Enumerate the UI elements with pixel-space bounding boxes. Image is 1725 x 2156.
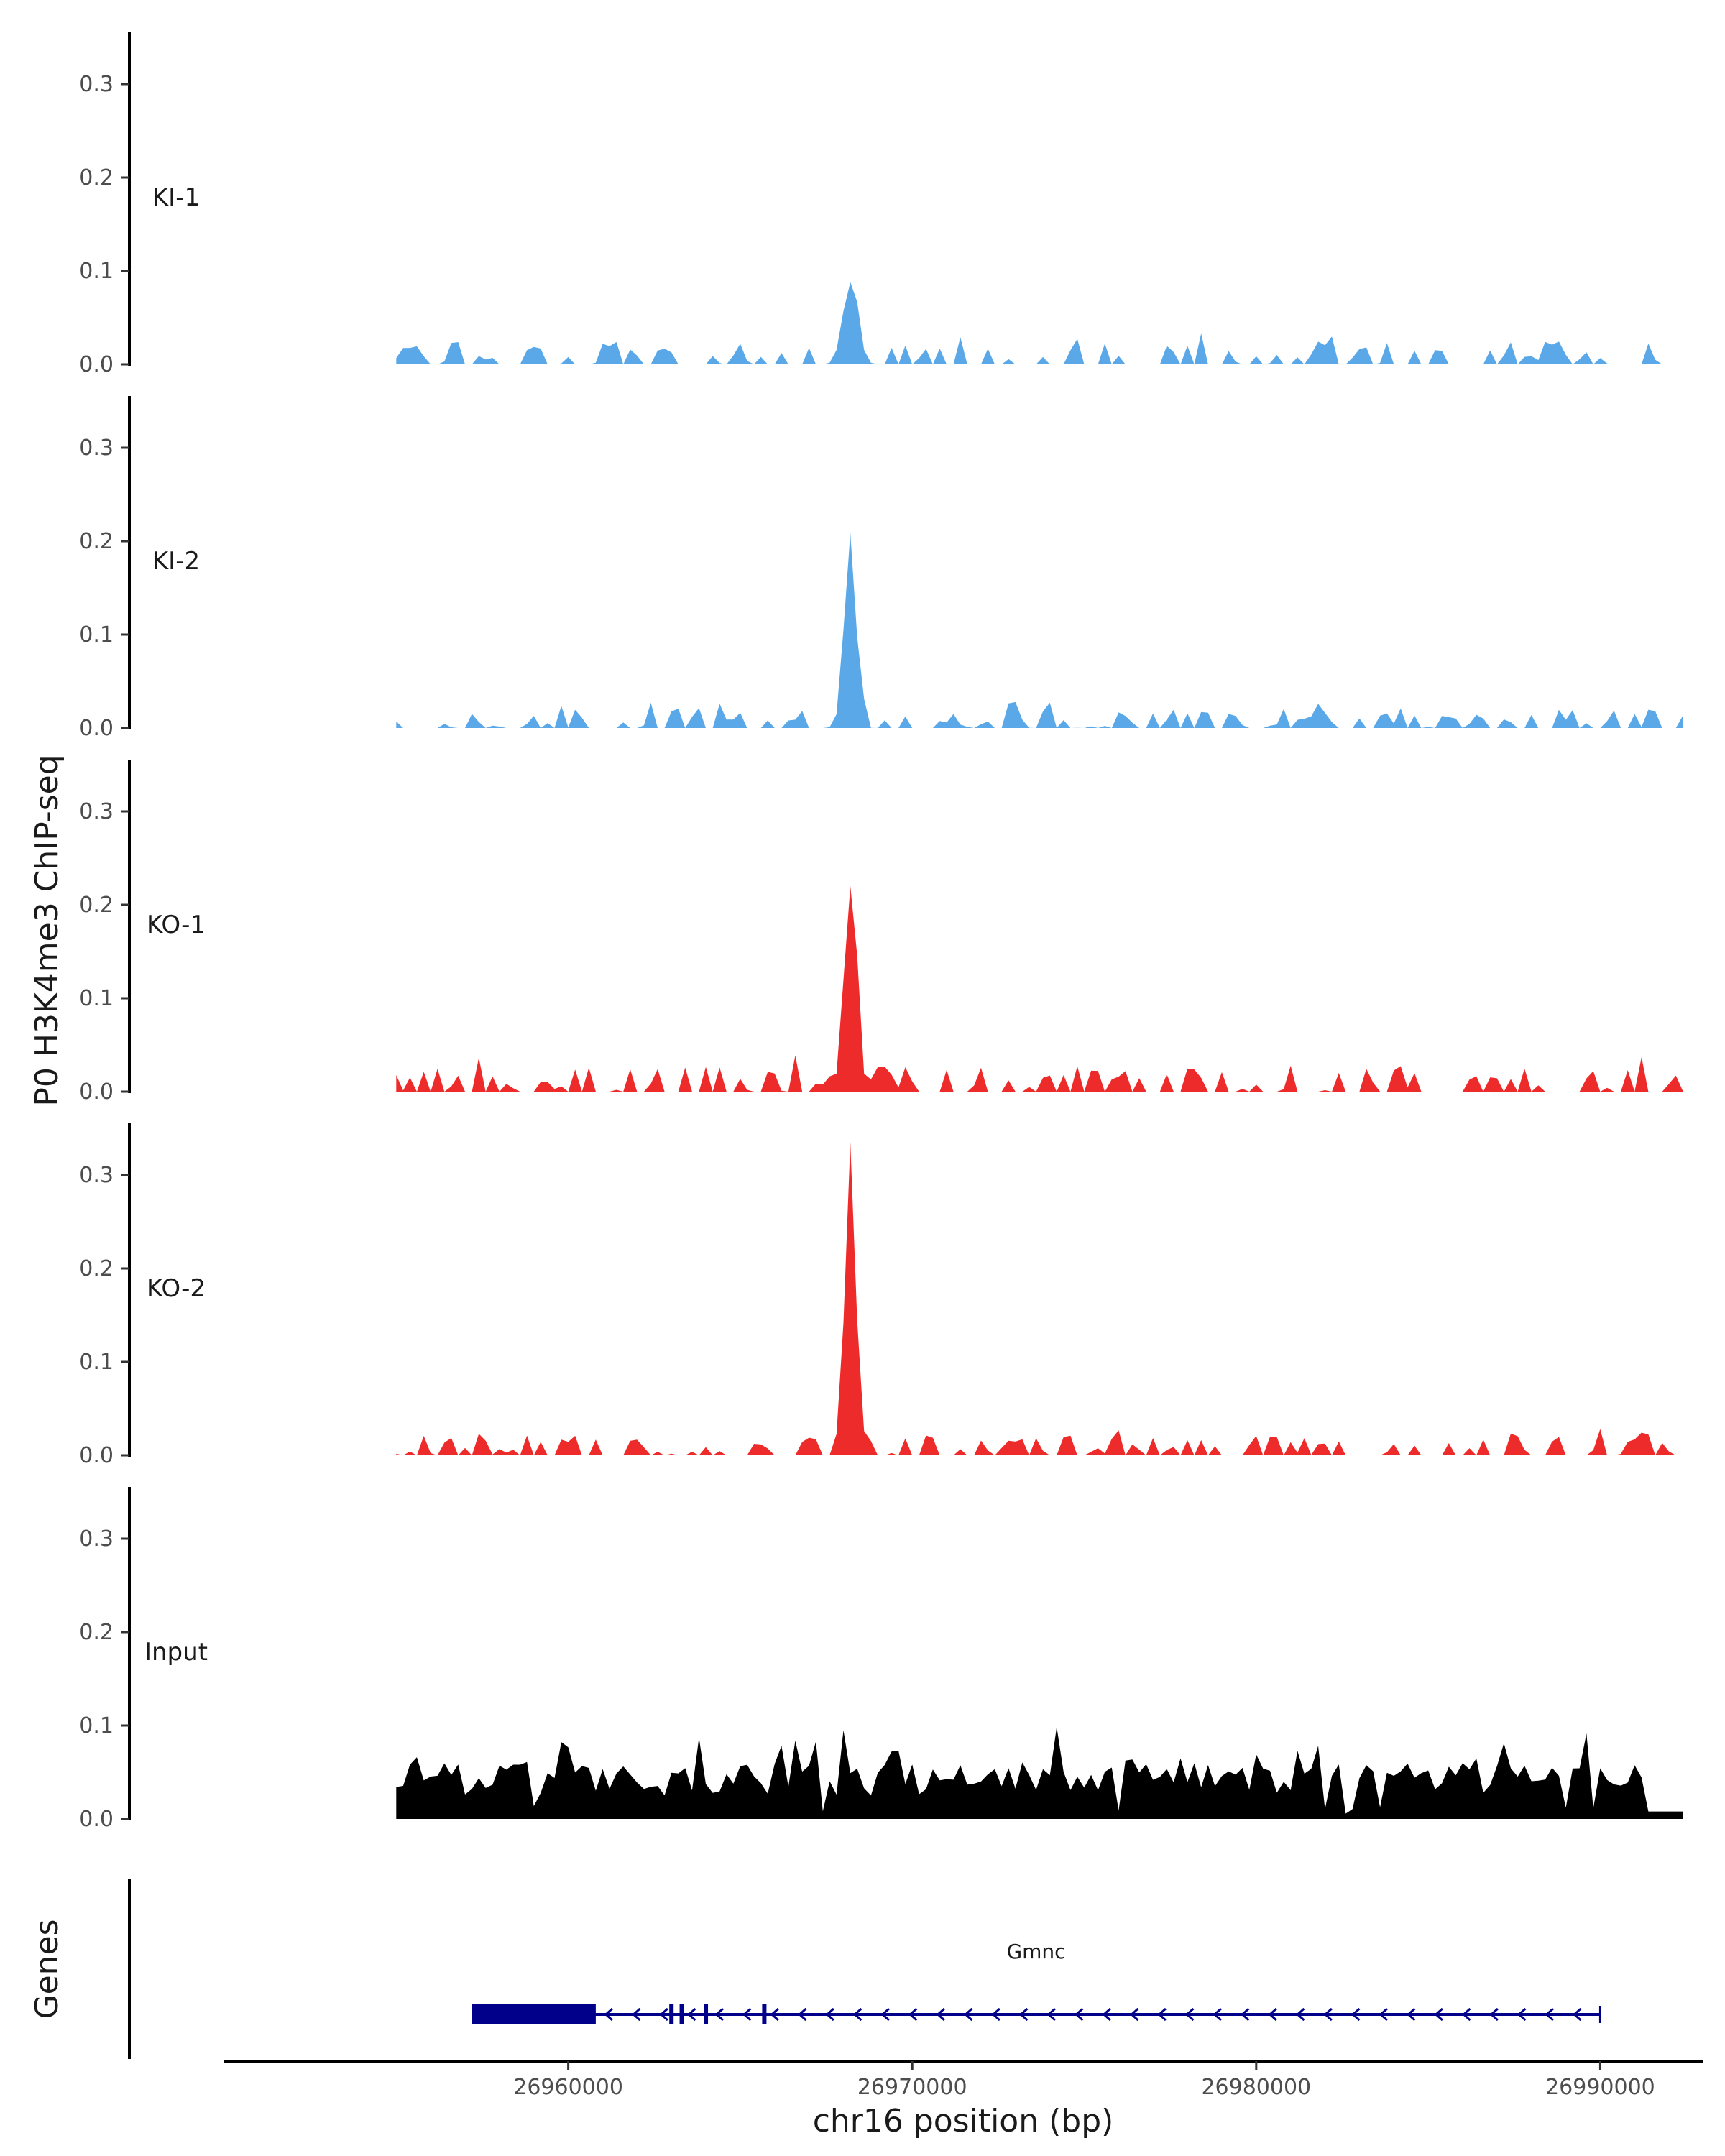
strand-arrow-icon <box>714 2007 724 2022</box>
track-label: KI-2 <box>152 547 200 576</box>
signal-area-ki-1 <box>396 282 1683 364</box>
strand-arrow-icon <box>604 2007 613 2022</box>
strand-arrow-icon <box>1102 2007 1111 2022</box>
track-label: KI-1 <box>152 183 200 212</box>
track-label: KO-2 <box>147 1274 206 1303</box>
y-tick-label: 0.2 <box>79 165 114 190</box>
strand-arrow-icon <box>1019 2007 1029 2022</box>
track-panels: 0.00.10.20.3KI-10.00.10.20.3KI-20.00.10.… <box>79 32 1683 1832</box>
track-label: Input <box>144 1638 208 1667</box>
strand-arrow-icon <box>1075 2007 1084 2022</box>
signal-area-ko-1 <box>396 886 1683 1092</box>
strand-arrow-icon <box>853 2007 862 2022</box>
y-tick-label: 0.0 <box>79 716 114 741</box>
track-input: 0.0 0.1 0.2 0.3 Input <box>79 1487 1683 1832</box>
strand-arrow-icon <box>1296 2007 1305 2022</box>
strand-arrow-icon <box>659 2007 668 2022</box>
track-ko-2: 0.0 0.1 0.2 0.3 KO-2 <box>79 1123 1683 1468</box>
x-axis-title: chr16 position (bp) <box>813 2103 1114 2139</box>
y-tick-label: 0.2 <box>79 1620 114 1645</box>
track-ki-2: 0.0 0.1 0.2 0.3 KI-2 <box>79 396 1683 741</box>
x-tick-label: 26960000 <box>513 2075 623 2100</box>
genes-axis-title: Genes <box>29 1919 65 2019</box>
strand-arrow-icon <box>1407 2007 1416 2022</box>
track-ko-1: 0.0 0.1 0.2 0.3 KO-1 <box>79 760 1683 1105</box>
y-tick-label: 0.3 <box>79 799 114 824</box>
y-tick-label: 0.3 <box>79 72 114 97</box>
track-ki-1: 0.0 0.1 0.2 0.3 KI-1 <box>79 32 1683 377</box>
genes-panel: Genes Gmnc <box>29 1879 1601 2059</box>
strand-arrow-icon <box>1462 2007 1471 2022</box>
y-tick-label: 0.0 <box>79 1079 114 1105</box>
strand-arrow-icon <box>1379 2007 1388 2022</box>
y-tick-label: 0.3 <box>79 436 114 461</box>
strand-arrow-icon <box>1157 2007 1167 2022</box>
strand-arrow-icon <box>1213 2007 1222 2022</box>
x-ticks: 26960000 26970000 26980000 26990000 <box>513 2061 1655 2100</box>
x-axis: 26960000 26970000 26980000 26990000 chr16 p… <box>224 2060 1703 2139</box>
strand-arrow-icon <box>880 2007 890 2022</box>
y-tick-label: 0.1 <box>79 1713 114 1738</box>
strand-arrow-icon <box>632 2007 641 2022</box>
gene-exon-mark <box>704 2004 709 2024</box>
y-tick-label: 0.0 <box>79 1443 114 1468</box>
gene-exon-block <box>472 2004 596 2024</box>
gene-model <box>472 2004 1601 2024</box>
strand-arrow-icon <box>991 2007 1000 2022</box>
signal-area-ko-2 <box>396 1142 1683 1455</box>
gene-exon-mark <box>669 2004 674 2024</box>
track-label: KO-1 <box>147 911 206 939</box>
y-tick-label: 0.1 <box>79 986 114 1011</box>
x-tick-label: 26990000 <box>1545 2075 1655 2100</box>
signal-area-ki-2 <box>396 533 1683 728</box>
strand-arrow-icon <box>770 2007 779 2022</box>
strand-arrow-icon <box>1573 2007 1582 2022</box>
strand-arrow-icon <box>1323 2007 1333 2022</box>
strand-arrow-icon <box>1489 2007 1499 2022</box>
strand-arrow-icon <box>1046 2007 1056 2022</box>
strand-arrow-icon <box>1241 2007 1250 2022</box>
strand-arrow-icon <box>687 2007 696 2022</box>
strand-arrow-icon <box>798 2007 807 2022</box>
strand-arrow-icon <box>1351 2007 1361 2022</box>
y-tick-label: 0.0 <box>79 1807 114 1832</box>
y-tick-label: 0.1 <box>79 1350 114 1375</box>
gene-exon-mark <box>762 2004 767 2024</box>
x-tick-label: 26980000 <box>1201 2075 1311 2100</box>
y-tick-label: 0.3 <box>79 1526 114 1552</box>
strand-arrow-icon <box>1545 2007 1554 2022</box>
strand-arrow-icon <box>964 2007 973 2022</box>
gene-exon-mark <box>679 2004 684 2024</box>
y-tick-label: 0.2 <box>79 893 114 918</box>
strand-arrow-icon <box>1517 2007 1527 2022</box>
y-tick-label: 0.2 <box>79 1256 114 1281</box>
y-tick-label: 0.1 <box>79 259 114 284</box>
strand-arrow-icon <box>825 2007 834 2022</box>
strand-arrow-icon <box>1434 2007 1443 2022</box>
strand-arrow-icon <box>936 2007 945 2022</box>
strand-arrow-icon <box>1130 2007 1139 2022</box>
y-tick-label: 0.2 <box>79 529 114 554</box>
gene-label: Gmnc <box>1006 1940 1065 1963</box>
y-axis-title: P0 H3K4me3 ChIP-seq <box>29 755 65 1106</box>
strand-arrow-icon <box>742 2007 752 2022</box>
strand-arrow-icon <box>1268 2007 1277 2022</box>
strand-arrow-icon <box>908 2007 918 2022</box>
strand-arrow-icon <box>1185 2007 1195 2022</box>
y-tick-label: 0.1 <box>79 622 114 648</box>
x-tick-label: 26970000 <box>857 2075 967 2100</box>
signal-area-input <box>396 1727 1683 1819</box>
y-tick-label: 0.3 <box>79 1163 114 1188</box>
y-tick-label: 0.0 <box>79 352 114 377</box>
